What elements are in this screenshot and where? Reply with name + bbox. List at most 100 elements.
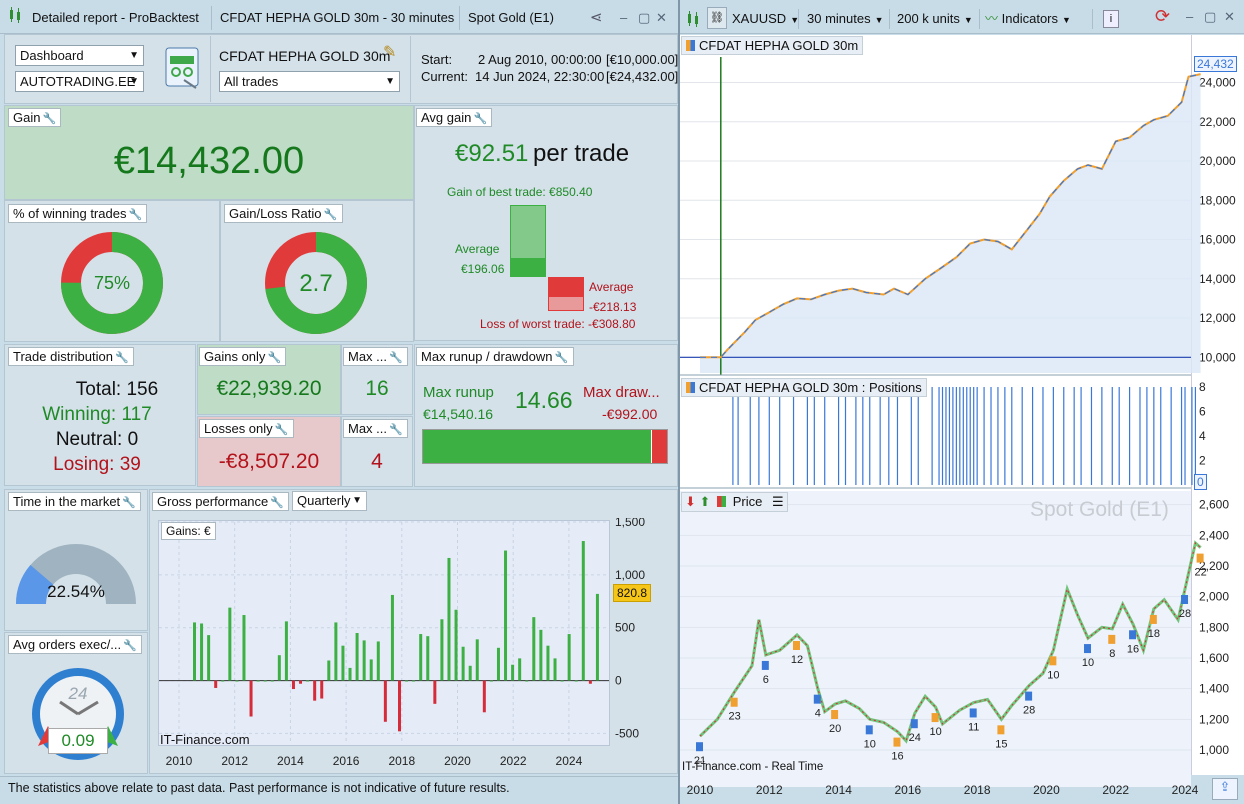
avg-orders-label: Avg orders exec/... 🔧 xyxy=(8,635,143,654)
gain-panel xyxy=(4,105,414,200)
runup-label: Max runup / drawdown 🔧 xyxy=(416,347,574,366)
equity-title-text: CFDAT HEPHA GOLD 30m xyxy=(699,38,859,53)
maximize-icon[interactable]: ▢ xyxy=(638,10,651,25)
drawdown-title: Max draw... xyxy=(583,384,660,401)
symbol-select[interactable]: XAUUSD ▼ xyxy=(729,9,799,29)
wrench-icon[interactable]: 🔧 xyxy=(473,113,488,125)
gain-bar xyxy=(193,622,196,681)
signal-arrow xyxy=(1108,634,1116,644)
link-icon[interactable]: ⛓ xyxy=(707,7,727,29)
signal-label: 12 xyxy=(791,654,803,666)
trades-filter-select[interactable]: All trades ▼ xyxy=(219,71,400,92)
signal-label: 10 xyxy=(929,726,941,738)
gain-bar xyxy=(200,623,204,681)
gain-bar xyxy=(546,645,550,681)
signal-label: 21 xyxy=(694,755,706,767)
signal-arrow xyxy=(1196,553,1204,563)
time-market-label: Time in the market 🔧 xyxy=(8,492,142,511)
equity-y-tick-label: 24,000 xyxy=(1199,76,1236,90)
units-select[interactable]: 200 k units ▼ xyxy=(894,9,980,29)
price-toolbar: ⬇ ⬆ Price ☰ xyxy=(681,492,788,512)
price-y-tick-label: 1,400 xyxy=(1199,682,1229,696)
gain-bar xyxy=(489,680,493,682)
period-select[interactable]: Quarterly ▼ xyxy=(292,491,367,511)
signal-label: 4 xyxy=(815,708,821,720)
gain-value: €14,432.00 xyxy=(113,140,305,182)
winning-label-text: % of winning trades xyxy=(13,206,127,221)
system-name: CFDAT HEPHA GOLD 30m xyxy=(219,48,391,64)
gains-only-value: €22,939.20 xyxy=(216,377,322,400)
list-icon[interactable]: ☰ xyxy=(771,494,784,509)
x-tick-label: 2018 xyxy=(964,783,991,797)
neutral-trades: Neutral: 0 xyxy=(55,429,139,450)
signal-arrow xyxy=(1049,656,1057,666)
price-y-tick-label: 1,800 xyxy=(1199,620,1229,634)
timeframe-select[interactable]: 30 minutes ▼ xyxy=(804,9,890,29)
maximize-icon[interactable]: ▢ xyxy=(1204,9,1217,24)
wrench-icon[interactable]: 🔧 xyxy=(128,209,143,221)
edit-icon[interactable]: ✎ xyxy=(383,44,397,61)
ratio-arc xyxy=(265,232,367,334)
wrench-icon[interactable]: 🔧 xyxy=(115,352,129,364)
info-icon[interactable]: i xyxy=(1103,10,1119,28)
gain-bar xyxy=(348,667,352,681)
wrench-icon[interactable]: 🔧 xyxy=(274,424,289,436)
gain-bar xyxy=(313,680,317,701)
x-tick-label: 2018 xyxy=(388,754,415,768)
refresh-icon[interactable]: ⟳ xyxy=(1155,6,1171,26)
wrench-icon[interactable]: 🔧 xyxy=(554,352,569,364)
wrench-icon[interactable]: 🔧 xyxy=(123,640,137,652)
wrench-icon[interactable]: 🔧 xyxy=(42,113,57,125)
signal-arrow xyxy=(813,694,821,704)
close-icon[interactable]: ✕ xyxy=(656,10,667,25)
share-icon[interactable]: ⋖ xyxy=(590,9,603,26)
avg-gain-suffix: per trade xyxy=(533,140,630,167)
wrench-icon[interactable]: 🔧 xyxy=(267,352,282,364)
tab-detailed-report[interactable]: Detailed report - ProBacktest xyxy=(28,6,212,30)
wrench-icon[interactable]: 🔧 xyxy=(270,497,285,509)
gain-bar xyxy=(567,634,571,681)
signal-arrow xyxy=(969,708,977,718)
clock-label: 24 xyxy=(68,684,88,703)
wrench-icon[interactable]: 🔧 xyxy=(323,209,338,221)
gain-bar xyxy=(525,680,529,682)
winning-label: % of winning trades 🔧 xyxy=(8,204,148,223)
avg-orders-label-text: Avg orders exec/... xyxy=(13,637,122,652)
gain-bar xyxy=(482,680,486,713)
arrow-down-icon[interactable]: ⬇ xyxy=(685,494,696,509)
indicators-button[interactable]: 〰 Indicators ▼ xyxy=(985,9,1093,29)
avg-gain-label: Avg gain 🔧 xyxy=(416,108,493,127)
gain-bar xyxy=(235,680,239,682)
gain-bar xyxy=(362,640,366,681)
wrench-icon[interactable]: 🔧 xyxy=(122,497,137,509)
gain-bar xyxy=(496,647,500,681)
gain-bar xyxy=(256,680,260,682)
winning-trades: Winning: 117 xyxy=(42,404,152,425)
x-tick-label: 2010 xyxy=(687,783,714,797)
avg-loss-bar xyxy=(548,277,584,296)
account-select[interactable]: AUTOTRADING.EE ▼ xyxy=(15,71,144,92)
x-tick-label: 2016 xyxy=(333,754,360,768)
close-icon[interactable]: ✕ xyxy=(1224,9,1235,24)
equity-y-tick-label: 22,000 xyxy=(1199,115,1236,129)
arrow-up-icon[interactable]: ⬆ xyxy=(699,494,711,509)
avg-orders-value: 0.09 xyxy=(48,728,108,754)
runup-bar xyxy=(423,430,653,463)
signal-arrow xyxy=(696,742,703,752)
current-label: Current: xyxy=(421,69,468,84)
export-icon[interactable]: ⇪ xyxy=(1212,778,1238,800)
price-y-tick-label: 2,200 xyxy=(1199,559,1229,573)
right-charts: 10,00012,00014,00016,00018,00020,00022,0… xyxy=(680,57,1236,797)
tab-system[interactable]: CFDAT HEPHA GOLD 30m - 30 minutes xyxy=(216,6,460,30)
losses-only-value: -€8,507.20 xyxy=(218,450,320,473)
gain-bar xyxy=(440,619,444,681)
signal-arrow xyxy=(831,710,839,719)
wrench-icon[interactable]: 🔧 xyxy=(389,352,403,364)
minimize-icon[interactable]: – xyxy=(1186,9,1194,24)
current-value: 14 Jun 2024, 22:30:00 xyxy=(475,69,605,84)
dashboard-select[interactable]: Dashboard ▼ xyxy=(15,45,144,66)
wrench-icon[interactable]: 🔧 xyxy=(389,424,403,436)
tab-instrument[interactable]: Spot Gold (E1) xyxy=(468,10,554,25)
minimize-icon[interactable]: – xyxy=(620,10,628,25)
max1-label: Max ... 🔧 xyxy=(343,347,409,366)
